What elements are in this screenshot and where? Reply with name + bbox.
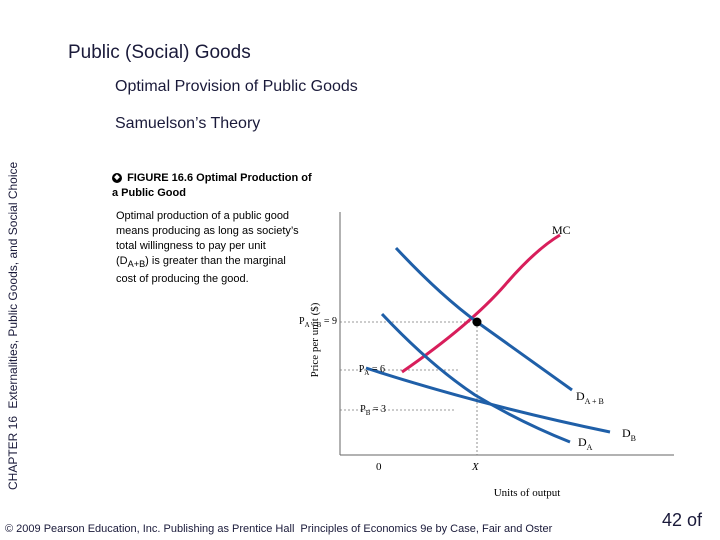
mc-label: MC — [552, 223, 571, 237]
equilibrium-point — [472, 317, 482, 327]
footer-book: Principles of Economics 9e by Case, Fair… — [300, 523, 553, 535]
figure-description: Optimal production of a public good mean… — [116, 210, 299, 286]
slide-title: Public (Social) Goods — [68, 42, 251, 63]
demand-ab-curve — [394, 246, 573, 392]
page-number: 42 of — [662, 510, 703, 530]
demand-b-curve — [365, 366, 611, 434]
dab-label: DA + B — [576, 389, 604, 406]
mc-curve — [401, 233, 561, 374]
price-label-b: PB = 3 — [360, 404, 386, 417]
footer-copyright: © 2009 Pearson Education, Inc. Publishin… — [5, 523, 295, 535]
figure-bullet-icon: ◆ — [112, 173, 122, 184]
figure-title: ◆ FIGURE 16.6 Optimal Production of a Pu… — [112, 171, 312, 201]
da-label: DA — [578, 435, 593, 452]
price-label-a: PA = 6 — [359, 364, 385, 377]
origin-label: 0 — [376, 461, 382, 473]
x-axis-label: Units of output — [494, 487, 561, 499]
section-heading: Samuelson’s Theory — [115, 115, 261, 132]
x-tick-label: X — [471, 461, 480, 473]
slide-subtitle: Optimal Provision of Public Goods — [115, 78, 358, 95]
footer: © 2009 Pearson Education, Inc. Publishin… — [5, 523, 552, 535]
price-label-ab: PA + B = 9 — [299, 316, 337, 329]
figure-title-text: FIGURE 16.6 Optimal Production of a Publ… — [112, 172, 312, 199]
y-axis-label: Price per unit ($) — [309, 302, 321, 377]
db-label: DB — [622, 426, 636, 443]
demand-a-curve — [380, 312, 571, 444]
